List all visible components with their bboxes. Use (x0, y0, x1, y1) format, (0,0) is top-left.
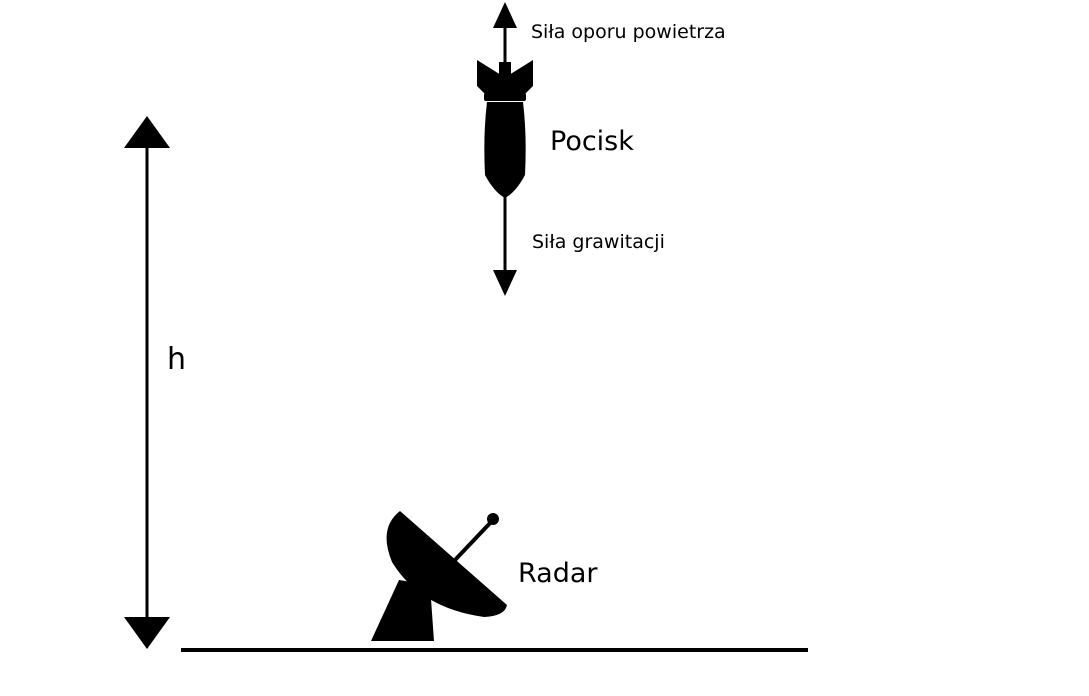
satellite-dish-icon (371, 511, 507, 641)
radar-label: Radar (518, 558, 598, 589)
height-arrow-top-head (124, 116, 170, 148)
air-resistance-label: Siła oporu powietrza (531, 21, 726, 43)
height-arrow-bottom-head (124, 617, 170, 649)
height-label: h (167, 342, 187, 377)
air-resistance-arrow-head (493, 2, 517, 28)
projectile-label: Pocisk (550, 126, 634, 157)
air-resistance-arrow (493, 2, 517, 68)
bomb-icon (477, 60, 533, 198)
gravity-arrow (493, 194, 517, 296)
height-arrow (124, 116, 170, 649)
gravity-label: Siła grawitacji (532, 231, 665, 253)
gravity-arrow-head (493, 270, 517, 296)
